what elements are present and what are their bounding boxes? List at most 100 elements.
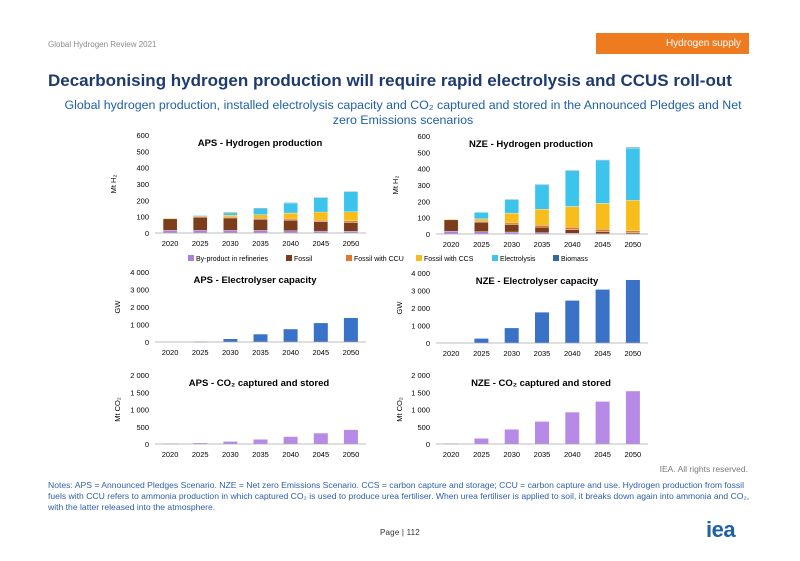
- nze-production-xtick-2020: 2020: [443, 240, 460, 249]
- legend-label-ccu: Fossil with CCU: [354, 256, 404, 263]
- aps-electrolyser-xtick-2040: 2040: [282, 348, 299, 357]
- nze-electrolyser-bar-2035-s0: [535, 312, 549, 343]
- aps-production-ylabel: Mt H₂: [109, 175, 118, 194]
- nze-co2-xtick-2035: 2035: [534, 450, 551, 459]
- nze-production-bar-2035-s1: [534, 226, 550, 233]
- aps-production-xtick-2030: 2030: [222, 239, 239, 248]
- aps-co2-xtick-2030: 2030: [222, 450, 239, 459]
- aps-production-bar-2050-s1: [343, 222, 359, 232]
- nze-electrolyser-ytick-4: 4 000: [411, 269, 430, 278]
- aps-electrolyser-bar-2035-s0: [253, 334, 268, 342]
- legend-swatch-ccu: [346, 255, 352, 261]
- nze-production-bar-2050-s4: [625, 147, 641, 201]
- aps-electrolyser-xtick-2045: 2045: [312, 348, 329, 357]
- nze-electrolyser-title: NZE - Electrolyser capacity: [476, 276, 599, 287]
- nze-electrolyser-xtick-2025: 2025: [473, 349, 490, 358]
- aps-production-ytick-2: 200: [136, 196, 149, 205]
- aps-production-bar-2040-s3: [283, 212, 298, 220]
- aps-co2-bar-2030-s0: [223, 441, 238, 444]
- aps-production-xtick-2045: 2045: [312, 239, 329, 248]
- nze-co2-bar-2045-s0: [595, 401, 610, 444]
- nze-electrolyser-xtick-2040: 2040: [564, 349, 581, 358]
- aps-production-bar-2035-s5: [253, 207, 268, 209]
- aps-production-bar-2040-s4: [283, 202, 298, 214]
- nze-production-bar-2030-s4: [504, 199, 519, 214]
- nze-electrolyser-ylabel: GW: [395, 301, 404, 315]
- nze-production-bar-2020-s1: [443, 219, 459, 232]
- aps-electrolyser-bar-2040-s0: [283, 329, 298, 342]
- legend-swatch-electrolysis: [492, 255, 498, 261]
- nze-production-bar-2035-s2: [534, 225, 550, 228]
- nze-co2-bar-2050-s0: [625, 391, 640, 444]
- aps-production-bar-2030-s1: [223, 217, 238, 231]
- nze-production-bar-2045-s5: [595, 159, 610, 161]
- aps-production-bar-2035-s3: [253, 214, 268, 219]
- nze-production-bar-2045-s1: [595, 231, 610, 234]
- legend-swatch-byproduct: [188, 255, 194, 261]
- nze-electrolyser-xtick-2030: 2030: [503, 349, 520, 358]
- aps-production-bar-2045-s2: [313, 219, 328, 222]
- aps-electrolyser-ytick-1: 1 000: [130, 321, 149, 330]
- aps-production-ytick-1: 100: [136, 213, 149, 222]
- nze-production-bar-2020-s0: [443, 231, 459, 235]
- aps-production-bar-2035-s2: [253, 218, 268, 220]
- legend-label-ccs: Fossil with CCS: [424, 256, 474, 263]
- legend-swatch-ccs: [416, 255, 422, 261]
- nze-production-bar-2050-s5: [625, 147, 641, 149]
- aps-co2-ytick-2: 1 000: [130, 406, 149, 415]
- nze-production-bar-2035-s3: [534, 209, 550, 226]
- aps-co2-xtick-2035: 2035: [252, 450, 269, 459]
- aps-co2-bar-2025-s0: [193, 443, 208, 444]
- aps-co2-bar-2050-s0: [343, 429, 358, 444]
- aps-electrolyser-bar-2030-s0: [223, 339, 238, 342]
- nze-co2-xtick-2030: 2030: [503, 450, 520, 459]
- aps-production-bar-2040-s5: [283, 202, 298, 204]
- nze-production-bar-2045-s4: [595, 160, 610, 204]
- aps-production-bar-2045-s3: [313, 211, 328, 221]
- nze-electrolyser-ytick-1: 1 000: [411, 322, 430, 331]
- aps-co2-ytick-4: 2 000: [130, 371, 149, 380]
- nze-production-bar-2030-s1: [504, 224, 519, 233]
- aps-co2-bar-2045-s0: [313, 433, 328, 444]
- aps-co2-title: APS - CO₂ captured and stored: [189, 378, 330, 389]
- nze-production-ytick-6: 600: [417, 132, 430, 141]
- aps-production-bar-2035-s1: [253, 219, 268, 231]
- aps-electrolyser-ytick-2: 2 000: [130, 303, 149, 312]
- aps-electrolyser-bar-2050-s0: [343, 318, 358, 342]
- aps-production-bar-2035-s4: [253, 208, 268, 215]
- nze-co2-xtick-2040: 2040: [564, 450, 581, 459]
- legend-swatch-fossil: [286, 255, 292, 261]
- aps-co2-xtick-2025: 2025: [192, 450, 209, 459]
- legend-label-fossil: Fossil: [294, 256, 313, 263]
- nze-electrolyser-ytick-3: 3 000: [411, 287, 430, 296]
- page-title: Decarbonising hydrogen production will r…: [48, 71, 732, 90]
- aps-co2-ytick-0: 0: [145, 440, 149, 449]
- aps-co2-xtick-2040: 2040: [282, 450, 299, 459]
- nze-production-xtick-2030: 2030: [503, 240, 520, 249]
- nze-production-bar-2050-s2: [625, 230, 641, 233]
- nze-co2-bar-2030-s0: [504, 429, 519, 444]
- aps-production-ytick-3: 300: [136, 180, 149, 189]
- nze-production-ytick-0: 0: [426, 230, 430, 239]
- aps-production-bar-2040-s2: [283, 218, 298, 221]
- aps-production-xtick-2050: 2050: [343, 239, 360, 248]
- notes: Notes: APS = Announced Pledges Scenario.…: [48, 480, 750, 512]
- aps-production-bar-2020-s3: [162, 217, 178, 219]
- nze-electrolyser-ytick-0: 0: [426, 339, 430, 348]
- aps-production-bar-2050-s3: [343, 211, 359, 222]
- nze-co2-bar-2025-s0: [474, 438, 489, 444]
- nze-electrolyser-xtick-2045: 2045: [594, 349, 611, 358]
- aps-production-xtick-2035: 2035: [252, 239, 269, 248]
- nze-electrolyser-bar-2040-s0: [565, 300, 580, 343]
- aps-production-bar-2020-s0: [162, 230, 178, 234]
- nze-production-bar-2035-s4: [534, 184, 550, 210]
- nze-production-title: NZE - Hydrogen production: [469, 139, 593, 150]
- aps-electrolyser-bar-2045-s0: [313, 323, 328, 342]
- nze-co2-ytick-3: 1 500: [411, 388, 430, 397]
- nze-production-bar-2040-s2: [565, 227, 580, 230]
- aps-electrolyser-ytick-3: 3 000: [130, 286, 149, 295]
- nze-production-bar-2040-s4: [565, 170, 580, 207]
- legend-swatch-biomass: [553, 255, 559, 261]
- aps-production-bar-2045-s4: [313, 197, 328, 213]
